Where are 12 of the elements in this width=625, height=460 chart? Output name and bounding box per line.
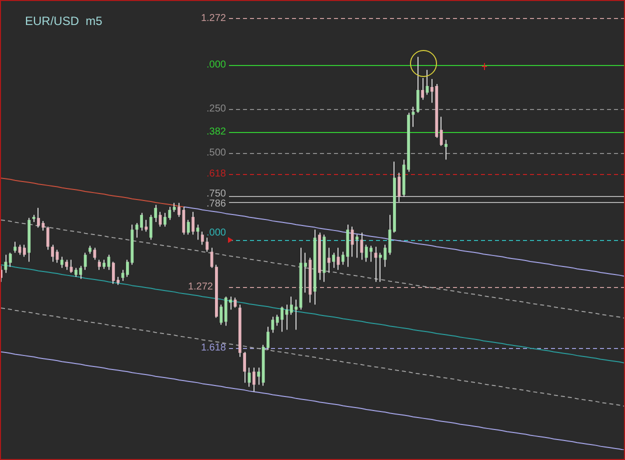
annotation: .618 <box>206 168 226 180</box>
chart-title: EUR/USD m5 <box>25 14 102 28</box>
annotation: .000 <box>206 227 226 238</box>
annotation: .000 <box>206 60 226 71</box>
annotation: 1.618 <box>200 342 226 354</box>
annotation: .500 <box>206 148 226 159</box>
text: 1.272 <box>200 12 226 24</box>
annotation: .382 <box>206 126 226 138</box>
annotation: 1.272 <box>188 282 214 293</box>
annotation: .786 <box>206 198 226 210</box>
annotation: .750 <box>206 188 226 200</box>
annotation: .250 <box>206 104 226 115</box>
